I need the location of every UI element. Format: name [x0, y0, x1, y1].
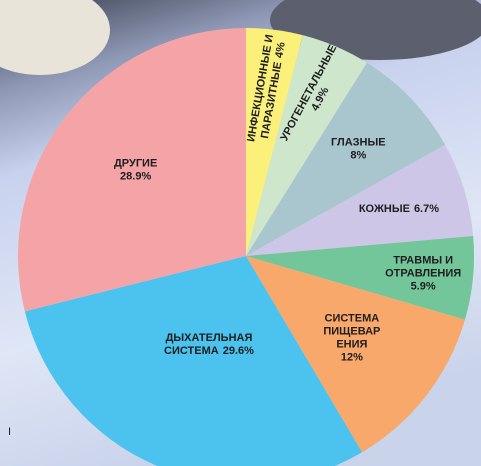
value-label: 5.9% [411, 280, 436, 292]
value-label: 28.9% [120, 170, 151, 182]
label-line: ЕНИЯ [336, 339, 367, 351]
label-line: СИСТЕМА [325, 313, 380, 325]
value-label: 12% [341, 352, 363, 364]
label-line: ГЛАЗНЫЕ [331, 137, 386, 149]
label-line: СИСТЕМА [164, 345, 219, 357]
label-line: ДЫХАТЕЛЬНАЯ [166, 332, 253, 344]
label-line: ДРУГИЕ [114, 157, 157, 169]
value-label: 6.7% [414, 203, 439, 215]
chart: I ИНФЕКЦИОННЫЕ ИПАРАЗИТНЫЕ4%УРОГЕНЕТАЛЬН… [0, 0, 481, 466]
label-line: ПИЩЕВАР [323, 326, 380, 338]
label-line: ТРАВМЫ И [393, 254, 453, 266]
label-line: КОЖНЫЕ [359, 203, 410, 215]
label-line: ОТРАВЛЕНИЯ [385, 267, 461, 279]
slice-label: КОЖНЫЕ 6.7% [359, 203, 439, 215]
footer-text: I [8, 426, 11, 438]
value-label: 29.6% [223, 345, 254, 357]
value-label: 8% [350, 150, 366, 162]
pie: ИНФЕКЦИОННЫЕ ИПАРАЗИТНЫЕ4%УРОГЕНЕТАЛЬНЫЕ… [18, 28, 474, 466]
